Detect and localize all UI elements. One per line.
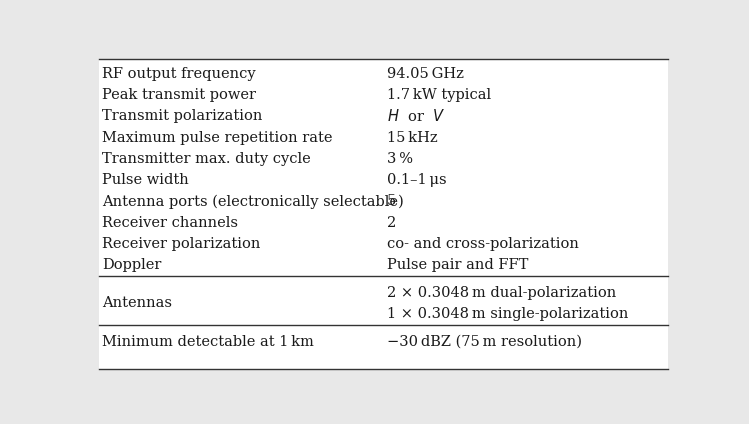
Text: −30 dBZ (75 m resolution): −30 dBZ (75 m resolution) bbox=[386, 335, 582, 349]
FancyBboxPatch shape bbox=[100, 59, 668, 369]
Text: Pulse width: Pulse width bbox=[103, 173, 189, 187]
Text: Receiver polarization: Receiver polarization bbox=[103, 237, 261, 251]
Text: 2: 2 bbox=[386, 216, 396, 230]
Text: co- and cross-polarization: co- and cross-polarization bbox=[386, 237, 579, 251]
Text: Maximum pulse repetition rate: Maximum pulse repetition rate bbox=[103, 131, 333, 145]
Text: Pulse pair and FFT: Pulse pair and FFT bbox=[386, 258, 528, 272]
Text: Peak transmit power: Peak transmit power bbox=[103, 88, 256, 102]
Text: Antennas: Antennas bbox=[103, 296, 172, 310]
Text: 94.05 GHz: 94.05 GHz bbox=[386, 67, 464, 81]
Text: Minimum detectable at 1 km: Minimum detectable at 1 km bbox=[103, 335, 315, 349]
Text: RF output frequency: RF output frequency bbox=[103, 67, 256, 81]
Text: 5: 5 bbox=[386, 194, 396, 208]
Text: $\mathit{H}$  or  $\mathit{V}$: $\mathit{H}$ or $\mathit{V}$ bbox=[386, 109, 445, 124]
Text: Transmit polarization: Transmit polarization bbox=[103, 109, 263, 123]
Text: 1.7 kW typical: 1.7 kW typical bbox=[386, 88, 491, 102]
Text: Receiver channels: Receiver channels bbox=[103, 216, 238, 230]
Text: Doppler: Doppler bbox=[103, 258, 162, 272]
Text: 0.1–1 μs: 0.1–1 μs bbox=[386, 173, 446, 187]
Text: Antenna ports (electronically selectable): Antenna ports (electronically selectable… bbox=[103, 194, 404, 209]
Text: Transmitter max. duty cycle: Transmitter max. duty cycle bbox=[103, 152, 311, 166]
Text: 1 × 0.3048 m single-polarization: 1 × 0.3048 m single-polarization bbox=[386, 307, 628, 321]
Text: 15 kHz: 15 kHz bbox=[386, 131, 437, 145]
Text: 2 × 0.3048 m dual-polarization: 2 × 0.3048 m dual-polarization bbox=[386, 286, 616, 300]
Text: 3 %: 3 % bbox=[386, 152, 413, 166]
